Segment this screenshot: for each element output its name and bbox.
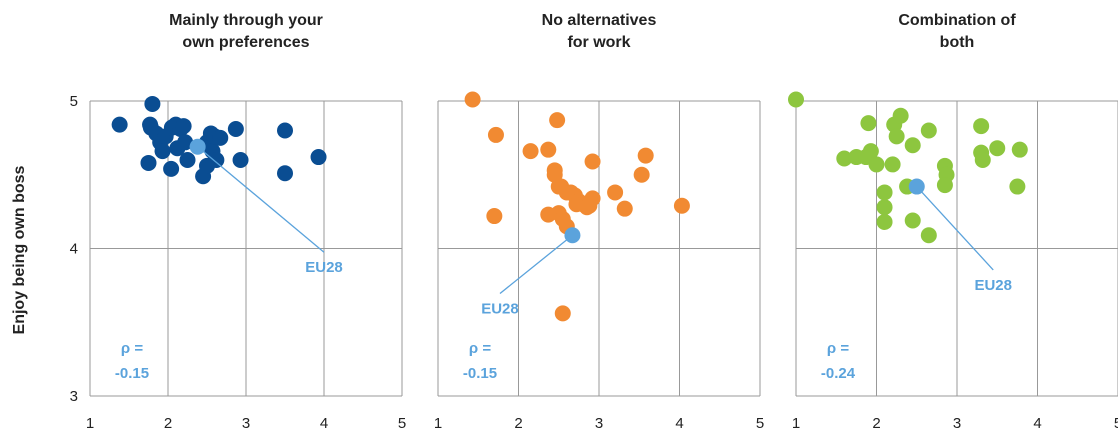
x-tick-label: 2 bbox=[514, 415, 522, 432]
data-point bbox=[633, 166, 650, 183]
data-point bbox=[277, 165, 293, 182]
rho-value: -0.24 bbox=[821, 365, 856, 382]
eu28-label: EU28 bbox=[481, 301, 519, 318]
eu28-point bbox=[908, 178, 925, 195]
data-point bbox=[920, 122, 937, 139]
x-tick-label: 1 bbox=[86, 415, 94, 432]
rho-label-line-1: ρ = bbox=[827, 340, 849, 357]
data-point bbox=[973, 118, 990, 135]
data-point bbox=[310, 149, 327, 166]
x-tick-label: 1 bbox=[792, 415, 800, 432]
x-tick-label: 5 bbox=[398, 415, 406, 432]
rho-label-line-1: ρ = bbox=[469, 340, 491, 357]
rho-label-line-1: ρ = bbox=[121, 340, 143, 357]
y-tick-label: 3 bbox=[70, 388, 78, 405]
data-point bbox=[637, 147, 654, 164]
eu28-label: EU28 bbox=[974, 277, 1012, 294]
data-point bbox=[836, 150, 853, 167]
data-point bbox=[208, 152, 225, 168]
data-point bbox=[876, 213, 893, 230]
x-tick-label: 3 bbox=[953, 415, 961, 432]
panel-3-title-line-1: Combination of bbox=[898, 12, 1016, 29]
data-point bbox=[904, 137, 921, 154]
data-point bbox=[212, 129, 229, 146]
data-point bbox=[616, 200, 633, 217]
data-point bbox=[989, 140, 1006, 157]
data-point bbox=[876, 184, 893, 201]
panel-3-title: Combination of both bbox=[796, 10, 1118, 54]
panel-1-title-line-1: Mainly through your bbox=[169, 12, 323, 29]
eu28-point bbox=[564, 227, 581, 244]
data-point bbox=[464, 91, 481, 108]
data-point bbox=[892, 107, 909, 124]
panel-1: 3 4 5 1 2 3 4 5 EU28 ρ = -0.15 bbox=[70, 93, 407, 432]
rho-value: -0.15 bbox=[115, 365, 149, 382]
data-point bbox=[140, 154, 157, 171]
data-point bbox=[163, 160, 180, 177]
panel-1-title-line-2: own preferences bbox=[182, 34, 310, 51]
data-point bbox=[920, 227, 937, 244]
data-point bbox=[179, 152, 196, 168]
data-point bbox=[549, 112, 566, 129]
data-point bbox=[522, 143, 539, 160]
x-tick-label: 5 bbox=[756, 415, 764, 432]
data-point bbox=[144, 95, 161, 112]
data-point bbox=[227, 121, 244, 138]
data-point bbox=[486, 208, 503, 225]
x-tick-label: 4 bbox=[675, 415, 683, 432]
eu28-leader-line bbox=[916, 186, 994, 271]
data-point bbox=[788, 91, 804, 108]
data-point bbox=[550, 178, 567, 195]
data-point bbox=[540, 141, 557, 158]
x-tick-label: 1 bbox=[434, 415, 442, 432]
y-tick-label: 4 bbox=[70, 241, 78, 258]
panel-2: 1 2 3 4 5 EU28 ρ = -0.15 bbox=[434, 91, 764, 432]
data-point bbox=[584, 153, 601, 170]
data-point bbox=[936, 177, 953, 194]
panel-2-title-line-2: for work bbox=[567, 34, 631, 51]
panel-3-title-line-2: both bbox=[939, 34, 975, 51]
data-point bbox=[860, 115, 877, 132]
data-point bbox=[111, 116, 128, 133]
data-point bbox=[862, 143, 879, 160]
panel-3: 1 2 3 4 5 EU28 ρ = -0.24 bbox=[788, 91, 1118, 432]
panel-2-title: No alternatives for work bbox=[438, 10, 760, 54]
data-point bbox=[581, 197, 598, 214]
panel-1-title: Mainly through your own preferences bbox=[90, 10, 402, 54]
data-point bbox=[554, 211, 571, 227]
data-point bbox=[175, 118, 192, 135]
data-point bbox=[487, 126, 504, 143]
data-point bbox=[540, 206, 557, 223]
data-point bbox=[154, 143, 171, 160]
eu28-leader-line bbox=[197, 146, 325, 253]
panel-2-title-line-1: No alternatives bbox=[541, 12, 657, 29]
data-point bbox=[1009, 178, 1026, 195]
data-point bbox=[876, 199, 893, 216]
data-point bbox=[884, 156, 901, 173]
data-point bbox=[904, 212, 921, 229]
data-point bbox=[232, 152, 249, 168]
eu28-label: EU28 bbox=[305, 259, 343, 276]
x-tick-label: 3 bbox=[595, 415, 603, 432]
data-point bbox=[607, 184, 624, 201]
data-point bbox=[868, 156, 885, 173]
data-point bbox=[974, 152, 991, 168]
data-point bbox=[554, 305, 571, 322]
y-tick-label: 5 bbox=[70, 93, 78, 110]
x-tick-label: 2 bbox=[872, 415, 880, 432]
x-tick-label: 4 bbox=[1033, 415, 1041, 432]
x-tick-label: 2 bbox=[164, 415, 172, 432]
x-tick-label: 3 bbox=[242, 415, 250, 432]
data-point bbox=[177, 134, 194, 151]
x-tick-label: 5 bbox=[1114, 415, 1118, 432]
data-point bbox=[673, 197, 690, 214]
eu28-leader-line bbox=[499, 234, 573, 295]
eu28-point bbox=[189, 138, 206, 155]
data-point bbox=[1011, 141, 1028, 158]
data-point bbox=[888, 128, 905, 145]
x-tick-label: 4 bbox=[320, 415, 328, 432]
rho-value: -0.15 bbox=[463, 365, 497, 382]
data-point bbox=[277, 122, 293, 139]
